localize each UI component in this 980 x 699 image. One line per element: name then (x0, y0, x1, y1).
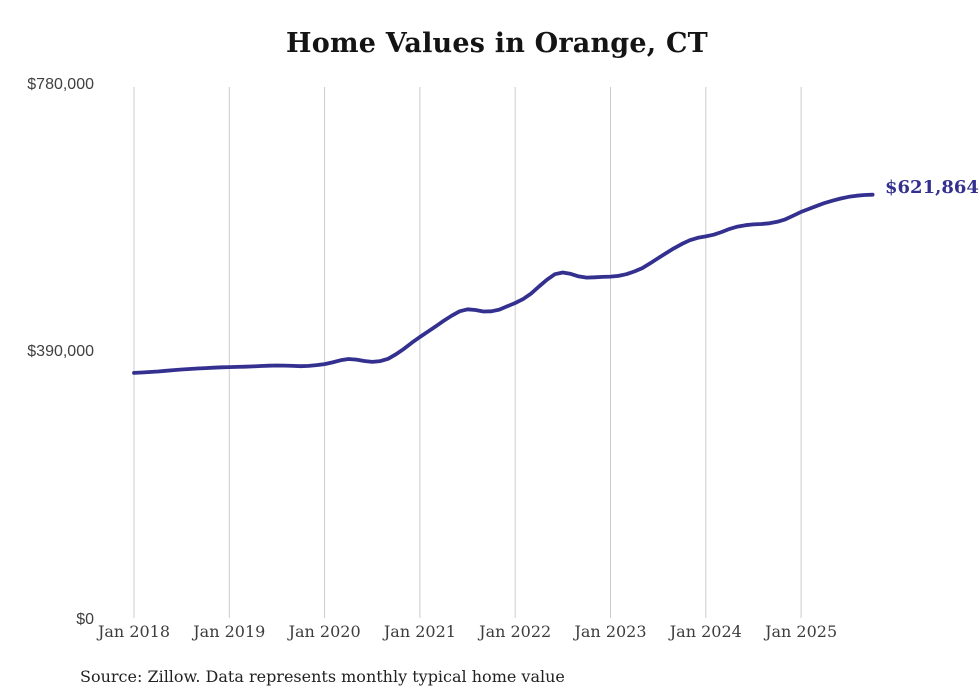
x-axis-tick-label: Jan 2018 (97, 622, 171, 641)
x-axis-tick-label: Jan 2025 (765, 622, 838, 641)
y-axis-tick-label: $780,000 (27, 76, 94, 93)
x-axis-tick-label: Jan 2022 (479, 622, 552, 641)
y-axis-tick-label: $390,000 (27, 343, 94, 360)
source-note: Source: Zillow. Data represents monthly … (80, 667, 565, 686)
y-axis-tick-label: $0 (76, 611, 94, 628)
home-value-line (132, 192, 875, 375)
x-axis-tick-label: Jan 2023 (574, 622, 647, 641)
x-axis-tick-label: Jan 2021 (383, 622, 456, 641)
x-axis-tick-label: Jan 2024 (669, 622, 742, 641)
latest-value-label: $621,864 (885, 177, 979, 198)
chart-title: Home Values in Orange, CT (286, 28, 708, 59)
x-axis-tick-label: Jan 2020 (288, 622, 361, 641)
x-axis-tick-label: Jan 2019 (193, 622, 266, 641)
